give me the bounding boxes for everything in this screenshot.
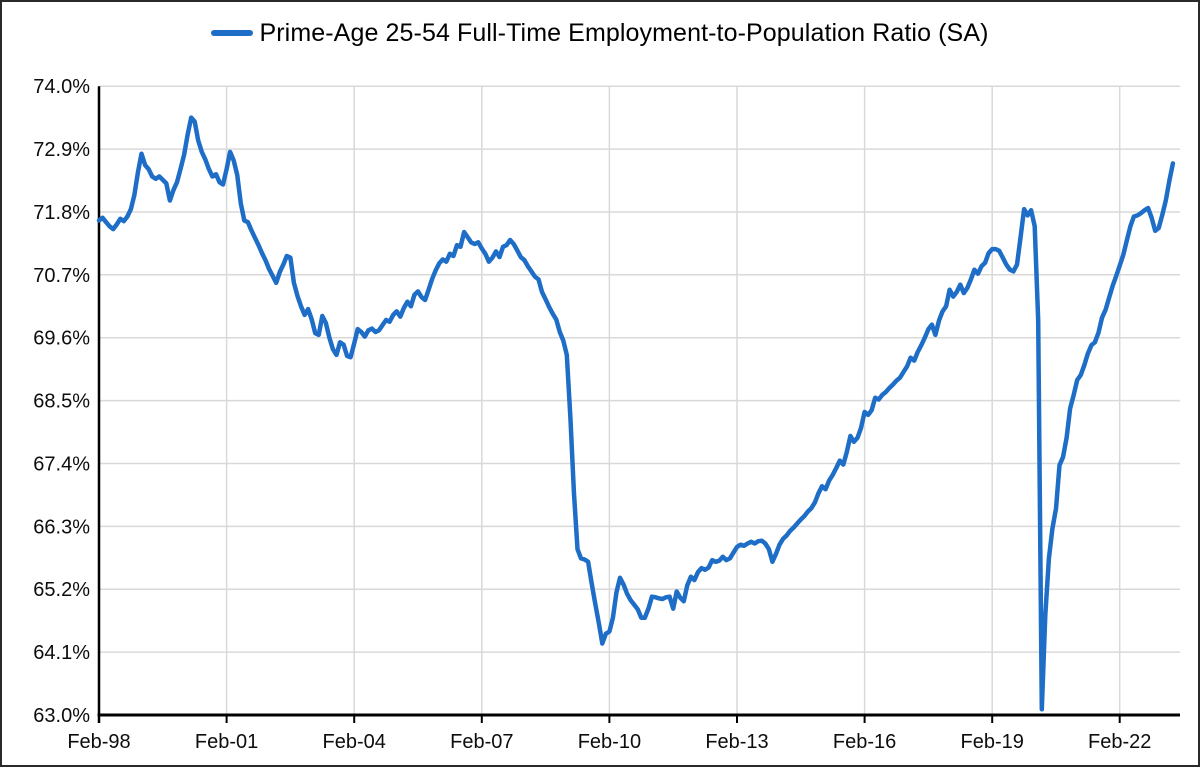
x-tick-label: Feb-19 <box>961 731 1024 753</box>
y-tick-label: 70.7% <box>33 265 90 287</box>
x-tick-label: Feb-07 <box>450 731 513 753</box>
y-tick-label: 69.6% <box>33 328 90 350</box>
y-tick-label: 72.9% <box>33 139 90 161</box>
y-tick-label: 65.2% <box>33 579 90 601</box>
y-axis-tick-labels: 63.0% 64.1% 65.2% 66.3% 67.4% 68.5% 69.6% 70.7%… <box>33 76 90 727</box>
x-tick-label: Feb-22 <box>1088 731 1151 753</box>
y-tick-label: 63.0% <box>33 705 90 727</box>
y-tick-label: 71.8% <box>33 202 90 224</box>
series-line <box>96 115 1176 712</box>
axes <box>97 86 1180 723</box>
y-tick-label: 67.4% <box>33 454 90 476</box>
x-tick-label: Feb-01 <box>195 731 258 753</box>
y-tick-label: 74.0% <box>33 76 90 98</box>
y-tick-label: 64.1% <box>33 642 90 664</box>
series-path <box>96 115 1176 712</box>
x-tick-label: Feb-04 <box>323 731 386 753</box>
x-axis-tick-labels: Feb-98 Feb-01 Feb-04 Feb-07 Feb-10 Feb-13 Feb-… <box>67 731 1151 753</box>
y-tick-label: 66.3% <box>33 516 90 538</box>
y-tick-label: 68.5% <box>33 391 90 413</box>
x-tick-label: Feb-13 <box>705 731 768 753</box>
gridlines <box>99 85 1180 715</box>
x-tick-label: Feb-98 <box>67 731 130 753</box>
x-tick-label: Feb-16 <box>833 731 896 753</box>
x-tick-label: Feb-10 <box>578 731 641 753</box>
